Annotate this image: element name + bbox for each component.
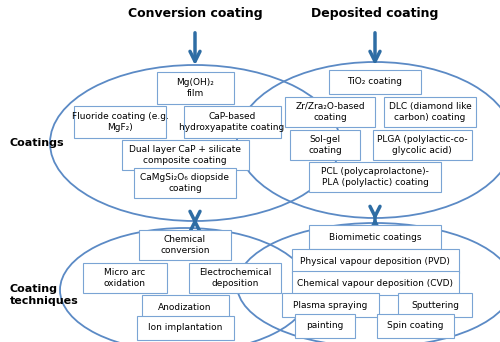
Text: Sol-gel
coating: Sol-gel coating [308, 135, 342, 155]
Text: Deposited coating: Deposited coating [312, 8, 438, 21]
Text: Mg(OH)₂
film: Mg(OH)₂ film [176, 78, 214, 98]
FancyBboxPatch shape [372, 130, 472, 160]
FancyBboxPatch shape [398, 293, 472, 317]
FancyBboxPatch shape [290, 130, 360, 160]
Text: Coatings: Coatings [10, 138, 64, 148]
Text: CaP-based
hydroxyapatite coating: CaP-based hydroxyapatite coating [180, 112, 284, 132]
FancyBboxPatch shape [134, 168, 236, 198]
Text: TiO₂ coating: TiO₂ coating [348, 78, 403, 87]
Text: Chemical vapour deposition (CVD): Chemical vapour deposition (CVD) [297, 278, 453, 288]
FancyBboxPatch shape [83, 263, 167, 293]
Text: Spin coating: Spin coating [387, 321, 444, 330]
FancyBboxPatch shape [142, 295, 229, 319]
Text: Sputtering: Sputtering [411, 301, 459, 310]
FancyBboxPatch shape [376, 314, 454, 338]
Text: painting: painting [306, 321, 344, 330]
FancyBboxPatch shape [292, 249, 458, 273]
Text: Plasma spraying: Plasma spraying [293, 301, 367, 310]
FancyBboxPatch shape [156, 72, 234, 104]
FancyBboxPatch shape [295, 314, 355, 338]
Text: PCL (polycaprolactone)-
PLA (polylactic) coating: PCL (polycaprolactone)- PLA (polylactic)… [321, 167, 429, 187]
FancyBboxPatch shape [285, 97, 375, 127]
Text: Physical vapour deposition (PVD): Physical vapour deposition (PVD) [300, 256, 450, 265]
Text: Electrochemical
deposition: Electrochemical deposition [199, 268, 271, 288]
Text: Chemical
conversion: Chemical conversion [160, 235, 210, 255]
Text: Conversion coating: Conversion coating [128, 8, 262, 21]
Text: Zr/Zra₂O-based
coating: Zr/Zra₂O-based coating [295, 102, 365, 122]
Text: Anodization: Anodization [158, 303, 212, 312]
FancyBboxPatch shape [384, 97, 476, 127]
FancyBboxPatch shape [136, 316, 234, 340]
FancyBboxPatch shape [184, 106, 280, 138]
FancyBboxPatch shape [282, 293, 378, 317]
Text: Biomimetic coatings: Biomimetic coatings [329, 233, 421, 241]
Text: CaMgSi₂O₆ diopside
coating: CaMgSi₂O₆ diopside coating [140, 173, 230, 193]
Text: Dual layer CaP + silicate
composite coating: Dual layer CaP + silicate composite coat… [129, 145, 241, 165]
FancyBboxPatch shape [309, 225, 441, 249]
FancyBboxPatch shape [122, 140, 248, 170]
Text: Coating
techniques: Coating techniques [10, 284, 79, 306]
FancyBboxPatch shape [74, 106, 166, 138]
Text: Fluoride coating (e.g.
MgF₂): Fluoride coating (e.g. MgF₂) [72, 112, 168, 132]
FancyBboxPatch shape [329, 70, 421, 94]
FancyBboxPatch shape [292, 271, 458, 295]
Text: Micro arc
oxidation: Micro arc oxidation [104, 268, 146, 288]
FancyBboxPatch shape [309, 162, 441, 192]
Text: DLC (diamond like
carbon) coating: DLC (diamond like carbon) coating [388, 102, 471, 122]
FancyBboxPatch shape [189, 263, 281, 293]
FancyBboxPatch shape [139, 230, 231, 260]
Text: Ion implantation: Ion implantation [148, 324, 222, 332]
Text: PLGA (polylactic-co-
glycolic acid): PLGA (polylactic-co- glycolic acid) [376, 135, 468, 155]
